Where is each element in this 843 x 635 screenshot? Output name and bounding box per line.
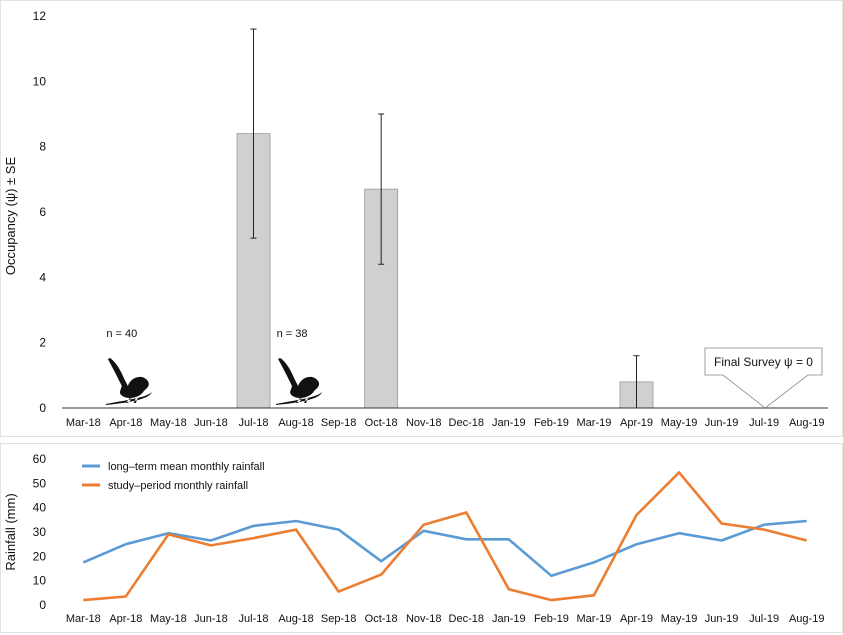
rainfall-x-tick-label: May-19 xyxy=(661,613,698,625)
occupancy-x-tick-label: Mar-18 xyxy=(66,417,101,429)
occupancy-x-tick-label: Aug-19 xyxy=(789,417,824,429)
legend-label: long–term mean monthly rainfall xyxy=(108,461,265,473)
rainfall-x-tick-label: Jul-19 xyxy=(749,613,779,625)
rainfall-y-tick-label: 60 xyxy=(33,452,47,466)
occupancy-x-tick-label: Jun-18 xyxy=(194,417,228,429)
n38-annotation: n = 38 xyxy=(276,328,323,405)
occupancy-y-tick-label: 4 xyxy=(39,270,46,284)
rainfall-x-tick-label: Jan-19 xyxy=(492,613,526,625)
occupancy-x-tick-label: Sep-18 xyxy=(321,417,356,429)
occupancy-error-bars xyxy=(250,28,640,408)
final-survey-label: Final Survey ψ = 0 xyxy=(714,355,813,369)
occupancy-x-tick-label: Oct-18 xyxy=(365,417,398,429)
rainfall-legend: long–term mean monthly rainfall study–per… xyxy=(82,461,265,492)
rainfall-x-tick-label: Jun-18 xyxy=(194,613,228,625)
rainfall-series xyxy=(82,471,808,602)
occupancy-x-tick-label: Dec-18 xyxy=(449,417,484,429)
rainfall-x-ticks: Mar-18 Apr-18 May-18 Jun-18 Jul-18 Aug-18 Sep-… xyxy=(66,613,825,625)
rainfall-x-tick-label: Feb-19 xyxy=(534,613,569,625)
rainfall-y-axis-label: Rainfall (mm) xyxy=(3,493,18,570)
occupancy-y-ticks: 0 2 4 6 8 10 12 xyxy=(33,9,47,415)
rainfall-y-tick-label: 40 xyxy=(33,501,47,515)
occupancy-x-tick-label: Aug-18 xyxy=(278,417,313,429)
occupancy-y-tick-label: 10 xyxy=(33,74,47,88)
final-survey-callout: Final Survey ψ = 0 xyxy=(704,347,823,409)
bird-silhouette-icon xyxy=(276,358,323,405)
occupancy-x-tick-label: Jul-18 xyxy=(239,417,269,429)
final-survey-callout-box xyxy=(704,347,823,409)
occupancy-x-tick-label: Apr-18 xyxy=(109,417,142,429)
bird-silhouette-icon xyxy=(105,358,152,405)
n40-label: n = 40 xyxy=(106,328,137,340)
occupancy-x-tick-label: Jan-19 xyxy=(492,417,526,429)
occupancy-x-tick-label: Feb-19 xyxy=(534,417,569,429)
rainfall-x-tick-label: Jul-18 xyxy=(239,613,269,625)
occupancy-x-tick-label: Mar-19 xyxy=(577,417,612,429)
occupancy-x-tick-label: Apr-19 xyxy=(620,417,653,429)
study-period-line xyxy=(83,471,808,602)
bird-silhouette-shape xyxy=(276,358,323,405)
rainfall-y-tick-label: 50 xyxy=(33,476,47,490)
rainfall-x-tick-label: Aug-18 xyxy=(278,613,313,625)
occupancy-y-tick-label: 2 xyxy=(39,336,46,350)
rainfall-y-tick-label: 30 xyxy=(33,525,47,539)
occupancy-y-axis-label: Occupancy (ψ) ± SE xyxy=(3,157,18,276)
occupancy-y-tick-label: 0 xyxy=(39,401,46,415)
occupancy-y-tick-label: 6 xyxy=(39,205,46,219)
occupancy-x-tick-label: Nov-18 xyxy=(406,417,441,429)
n38-label: n = 38 xyxy=(277,328,308,340)
rainfall-x-tick-label: Jun-19 xyxy=(705,613,739,625)
rainfall-x-tick-label: Mar-18 xyxy=(66,613,101,625)
rainfall-x-tick-label: Oct-18 xyxy=(365,613,398,625)
rainfall-x-tick-label: Apr-18 xyxy=(109,613,142,625)
rainfall-x-tick-label: Mar-19 xyxy=(577,613,612,625)
rainfall-x-tick-label: Sep-18 xyxy=(321,613,356,625)
occupancy-x-tick-label: Jul-19 xyxy=(749,417,779,429)
occupancy-y-tick-label: 12 xyxy=(33,9,47,23)
rainfall-line-chart: Rainfall (mm) 0 10 20 30 40 50 60 Mar-18 Apr-18… xyxy=(3,452,824,625)
rainfall-y-tick-label: 0 xyxy=(39,598,46,612)
rainfall-y-tick-label: 20 xyxy=(33,549,47,563)
occupancy-x-tick-label: May-18 xyxy=(150,417,187,429)
rainfall-x-tick-label: May-18 xyxy=(150,613,187,625)
rainfall-x-tick-label: Nov-18 xyxy=(406,613,441,625)
n40-annotation: n = 40 xyxy=(105,328,152,405)
occupancy-y-tick-label: 8 xyxy=(39,140,46,154)
rainfall-x-tick-label: Dec-18 xyxy=(449,613,484,625)
legend-label: study–period monthly rainfall xyxy=(108,480,248,492)
rainfall-x-tick-label: Aug-19 xyxy=(789,613,824,625)
rainfall-y-tick-label: 10 xyxy=(33,574,47,588)
occupancy-x-tick-label: Jun-19 xyxy=(705,417,739,429)
rainfall-x-tick-label: Apr-19 xyxy=(620,613,653,625)
long-term-mean-line xyxy=(82,519,807,578)
rainfall-y-ticks: 0 10 20 30 40 50 60 xyxy=(33,452,47,612)
occupancy-x-ticks: Mar-18 Apr-18 May-18 Jun-18 Jul-18 Aug-18 Sep-… xyxy=(66,417,825,429)
occupancy-x-tick-label: May-19 xyxy=(661,417,698,429)
occupancy-bar-chart: Occupancy (ψ) ± SE 0 2 4 6 8 10 12 Mar-18 Apr-1… xyxy=(3,9,828,429)
bird-silhouette-shape xyxy=(105,358,152,405)
